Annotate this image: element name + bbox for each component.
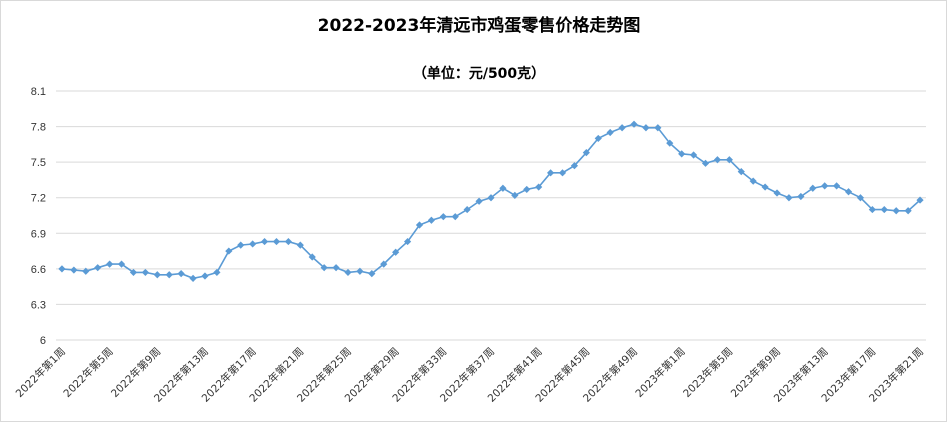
data-point <box>558 169 567 177</box>
data-point <box>773 189 781 197</box>
x-axis-tick-labels: 2022年第1周2022年第5周2022年第9周2022年第13周2022年第1… <box>13 345 926 405</box>
x-tick-label: 2022年第5周 <box>61 345 116 400</box>
data-point <box>642 124 650 132</box>
y-tick-label: 6 <box>40 335 46 347</box>
data-point <box>463 205 471 214</box>
data-point <box>833 182 841 190</box>
series-egg-price <box>58 120 924 282</box>
data-point <box>523 185 531 194</box>
data-point <box>380 260 388 268</box>
data-point <box>618 124 626 132</box>
data-point <box>511 191 519 199</box>
data-point <box>809 184 817 192</box>
y-tick-label: 6.3 <box>31 299 46 311</box>
data-point <box>296 241 304 249</box>
data-point <box>737 168 745 176</box>
data-point <box>332 264 340 272</box>
data-point <box>225 247 233 255</box>
data-point <box>499 184 507 192</box>
data-point <box>272 237 281 246</box>
data-point <box>868 205 876 214</box>
data-point <box>725 156 733 164</box>
data-point <box>856 194 865 202</box>
data-point <box>487 194 495 202</box>
y-tick-label: 6.9 <box>31 228 46 240</box>
data-point <box>678 150 686 158</box>
data-point <box>892 207 900 215</box>
data-point <box>654 124 662 132</box>
data-point <box>606 128 614 137</box>
data-point <box>630 120 638 128</box>
data-point <box>82 267 90 275</box>
data-point <box>141 268 149 277</box>
y-tick-label: 7.2 <box>31 193 46 205</box>
chart-title: 2022-2023年清远市鸡蛋零售价格走势图 <box>318 15 641 36</box>
data-point <box>320 264 328 272</box>
data-point <box>129 268 138 277</box>
data-point <box>237 241 245 249</box>
y-tick-label: 7.5 <box>31 157 46 169</box>
data-point <box>201 272 209 280</box>
y-axis-tick-labels: 6 6.3 6.6 6.9 7.2 7.5 7.8 8.1 <box>31 86 46 347</box>
x-tick-label: 2023年第5周 <box>680 345 735 400</box>
data-point <box>749 177 757 185</box>
data-point <box>880 205 888 214</box>
data-point <box>117 260 126 268</box>
data-point <box>356 267 364 275</box>
data-point <box>94 264 102 272</box>
data-point <box>535 183 543 191</box>
data-point <box>165 271 173 279</box>
y-tick-label: 6.6 <box>31 264 46 276</box>
data-point <box>821 182 829 190</box>
y-tick-label: 8.1 <box>31 86 46 98</box>
data-point <box>308 253 316 261</box>
data-point <box>785 194 793 202</box>
data-point <box>392 248 400 256</box>
data-point <box>260 237 269 246</box>
data-point <box>415 221 424 229</box>
chart-subtitle: （单位：元/500克） <box>413 65 545 82</box>
x-tick-label: 2023年第1周 <box>633 345 688 400</box>
data-point <box>844 188 853 196</box>
gridlines <box>56 90 926 341</box>
data-point <box>475 197 483 205</box>
data-point <box>58 265 66 273</box>
data-point <box>916 196 924 204</box>
data-point <box>666 139 674 147</box>
data-point <box>284 237 292 246</box>
data-point <box>368 270 376 278</box>
data-point <box>106 260 114 268</box>
data-point <box>797 192 805 201</box>
data-point <box>713 156 722 164</box>
data-point <box>70 266 78 274</box>
data-point <box>427 216 436 224</box>
data-point <box>177 270 185 278</box>
data-point <box>189 274 197 282</box>
x-tick-label: 2022年第1周 <box>13 345 68 400</box>
data-point <box>546 169 555 177</box>
data-point <box>570 162 579 170</box>
y-tick-label: 7.8 <box>31 122 46 134</box>
data-point <box>451 213 459 221</box>
data-point <box>582 149 590 157</box>
data-point <box>213 268 221 277</box>
data-point <box>403 237 412 246</box>
data-point <box>249 240 257 248</box>
data-point <box>439 213 447 221</box>
data-point <box>701 159 710 167</box>
data-point <box>153 271 161 279</box>
data-point <box>761 183 769 191</box>
data-point <box>904 207 912 215</box>
data-point <box>690 151 698 159</box>
data-point <box>344 268 352 277</box>
data-point <box>594 134 602 143</box>
